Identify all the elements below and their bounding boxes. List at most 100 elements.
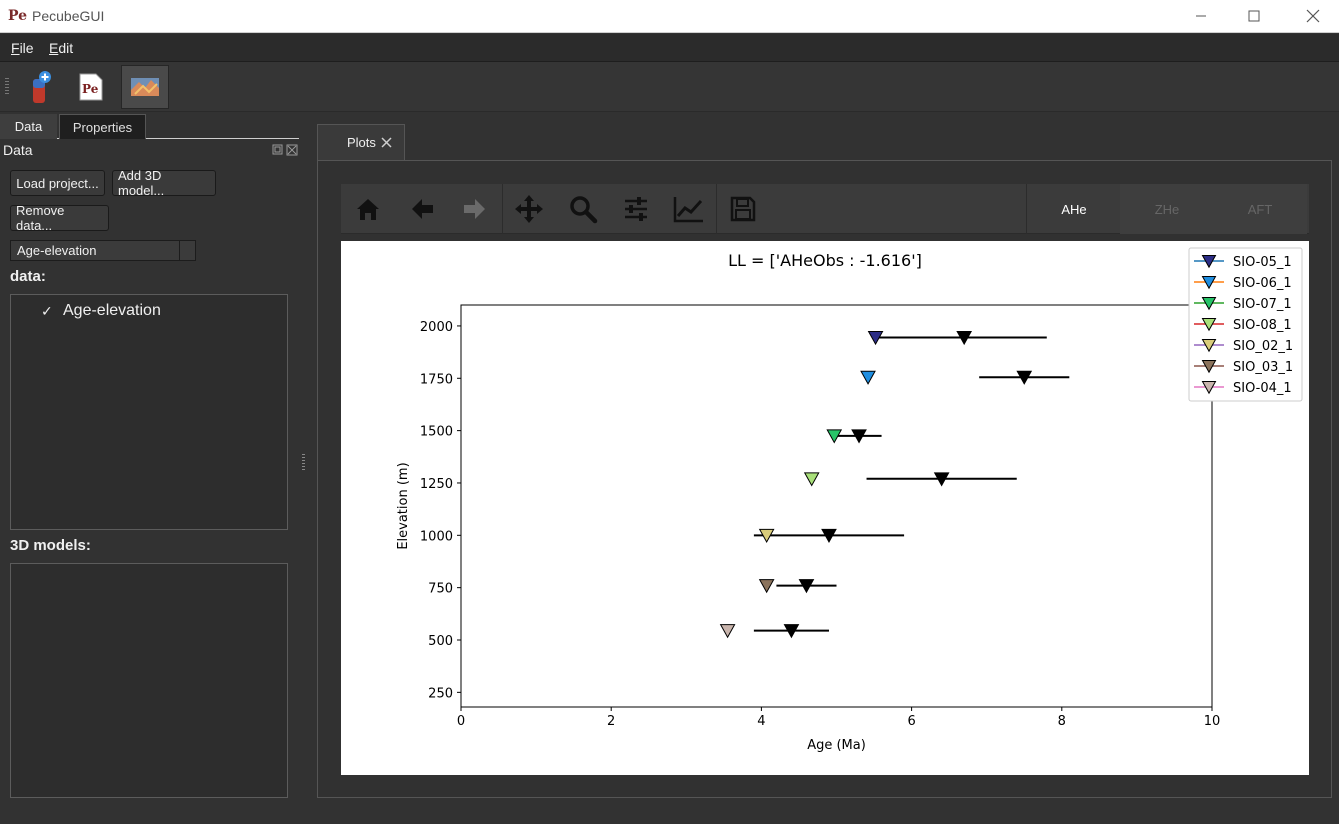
legend-marker bbox=[1201, 359, 1217, 374]
menu-edit-rest: dit bbox=[58, 40, 74, 56]
menu-file-rest: ile bbox=[19, 40, 34, 56]
x-axis-label: Age (Ma) bbox=[807, 738, 866, 753]
legend-label: SIO_02_1 bbox=[1233, 339, 1293, 354]
y-tick-label: 750 bbox=[428, 582, 453, 597]
map-view-icon bbox=[131, 78, 159, 96]
menu-file-accel: F bbox=[11, 40, 20, 56]
tab-plots[interactable]: Plots bbox=[317, 124, 405, 160]
y-tick-label: 2000 bbox=[420, 320, 453, 335]
search-icon bbox=[570, 196, 598, 224]
y-axis-label: Elevation (m) bbox=[396, 462, 411, 549]
dock-title: Data bbox=[3, 142, 33, 158]
observed-point bbox=[821, 528, 837, 543]
arrow-right-icon bbox=[464, 199, 485, 219]
tab-plots-label: Plots bbox=[347, 135, 376, 150]
legend-marker bbox=[1201, 275, 1217, 290]
plots-view-button[interactable] bbox=[121, 65, 169, 109]
models-list[interactable] bbox=[10, 563, 288, 798]
toolbar-grip[interactable] bbox=[5, 78, 9, 96]
plot-type-aft-button: AFT bbox=[1213, 184, 1307, 234]
toolbar-separator bbox=[1026, 184, 1027, 234]
load-project-button[interactable]: Load project... bbox=[10, 170, 105, 196]
tab-data[interactable]: Data bbox=[0, 114, 57, 139]
models-section-label: 3D models: bbox=[10, 537, 91, 554]
tab-properties[interactable]: Properties bbox=[59, 114, 146, 139]
chevron-down-icon bbox=[179, 241, 195, 260]
dock-float-close-icon[interactable] bbox=[272, 144, 298, 156]
line-chart-icon bbox=[673, 197, 703, 223]
observed-point bbox=[851, 429, 867, 444]
menu-edit-accel: E bbox=[49, 40, 59, 56]
pecube-logo-text: Pe bbox=[82, 82, 99, 96]
legend-label: SIO-06_1 bbox=[1233, 276, 1292, 291]
configure-subplots-button[interactable] bbox=[618, 192, 654, 226]
pecube-button[interactable]: Pe bbox=[67, 65, 115, 109]
legend-marker bbox=[1201, 254, 1217, 269]
edit-axes-button[interactable] bbox=[671, 192, 707, 226]
list-item[interactable]: ✓ Age-elevation bbox=[41, 302, 161, 320]
app-logo-icon: Pe bbox=[8, 8, 28, 24]
checkmark-icon[interactable]: ✓ bbox=[41, 302, 53, 319]
predicted-point bbox=[803, 472, 820, 487]
remove-data-button[interactable]: Remove data... bbox=[10, 203, 109, 233]
left-dock-tabs: Data Properties bbox=[0, 114, 299, 139]
y-tick-label: 1250 bbox=[420, 477, 453, 492]
y-tick-label: 1750 bbox=[420, 372, 453, 387]
legend-marker bbox=[1201, 338, 1217, 353]
maximize-icon bbox=[1248, 10, 1260, 22]
legend-label: SIO-05_1 bbox=[1233, 255, 1292, 270]
predicted-point bbox=[867, 331, 884, 346]
add-data-button[interactable] bbox=[15, 65, 63, 109]
x-tick-label: 10 bbox=[1204, 714, 1221, 729]
data-type-select[interactable]: Age-elevation bbox=[10, 240, 196, 261]
y-tick-label: 1000 bbox=[420, 529, 453, 544]
legend-marker bbox=[1201, 317, 1217, 332]
add-3d-model-button[interactable]: Add 3D model... bbox=[112, 168, 216, 198]
observed-point bbox=[933, 472, 950, 487]
save-figure-button[interactable] bbox=[725, 192, 761, 226]
y-tick-label: 1500 bbox=[420, 425, 453, 440]
legend-label: SIO-07_1 bbox=[1233, 297, 1292, 312]
list-item-label: Age-elevation bbox=[63, 302, 161, 319]
observed-point bbox=[783, 624, 800, 639]
tab-close-icon[interactable] bbox=[381, 137, 392, 148]
toolbar-separator bbox=[716, 184, 717, 234]
data-section-label: data: bbox=[10, 268, 46, 285]
predicted-point bbox=[719, 624, 736, 639]
predicted-point bbox=[826, 429, 843, 444]
observed-point bbox=[798, 579, 815, 594]
plot-type-zhe-button: ZHe bbox=[1120, 184, 1214, 234]
back-button[interactable] bbox=[404, 192, 440, 226]
plot-type-ahe-button[interactable]: AHe bbox=[1061, 201, 1087, 217]
sliders-icon bbox=[625, 197, 647, 221]
menu-edit[interactable]: Edit bbox=[49, 40, 73, 56]
plot-figure: 0 2 4 6 8 10 250 500 750 1000 1250 1500 1750 2000 LL =… bbox=[341, 241, 1309, 775]
predicted-point bbox=[860, 370, 876, 385]
legend-label: SIO-04_1 bbox=[1233, 381, 1292, 396]
home-button[interactable] bbox=[350, 192, 386, 226]
age-elevation-chart: 0 2 4 6 8 10 250 500 750 1000 1250 1500 1750 2000 LL =… bbox=[396, 247, 1303, 753]
zoom-button[interactable] bbox=[565, 192, 601, 226]
predicted-point bbox=[758, 579, 775, 594]
pecube-logo-icon: Pe bbox=[79, 73, 103, 101]
x-tick-label: 8 bbox=[1058, 714, 1066, 729]
y-tick-label: 500 bbox=[428, 634, 453, 649]
legend-label: SIO_03_1 bbox=[1233, 360, 1293, 375]
legend-box bbox=[1188, 247, 1303, 402]
close-button[interactable] bbox=[1290, 0, 1336, 32]
arrow-left-icon bbox=[412, 199, 433, 219]
legend-marker bbox=[1201, 296, 1217, 311]
pan-button[interactable] bbox=[511, 192, 547, 226]
forward-button bbox=[457, 192, 493, 226]
data-list[interactable]: ✓ Age-elevation bbox=[10, 294, 288, 530]
move-icon bbox=[515, 195, 543, 223]
observed-point bbox=[956, 331, 973, 346]
predicted-point bbox=[758, 528, 775, 543]
maximize-button[interactable] bbox=[1231, 0, 1277, 32]
title-bar: Pe PecubeGUI bbox=[0, 0, 1339, 33]
panel-splitter-handle[interactable] bbox=[302, 454, 305, 472]
home-icon bbox=[357, 199, 379, 220]
menu-file[interactable]: File bbox=[11, 40, 34, 56]
minimize-button[interactable] bbox=[1178, 0, 1224, 32]
chart-title: LL = ['AHeObs : -1.616'] bbox=[728, 251, 922, 270]
